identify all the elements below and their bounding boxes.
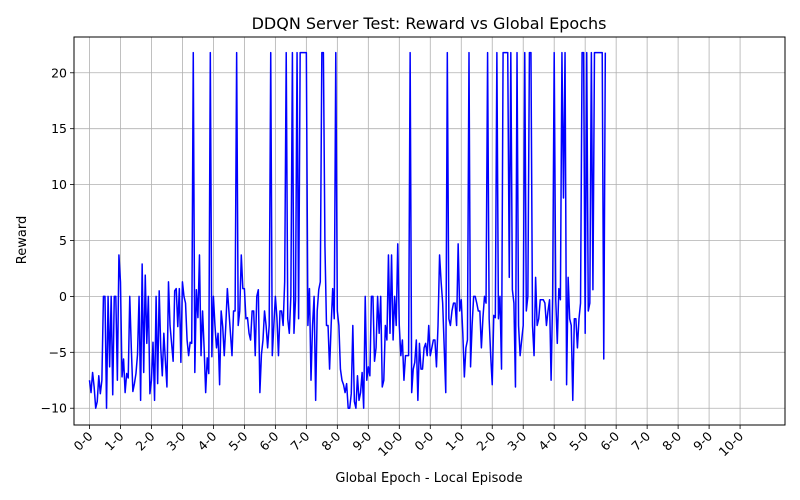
y-tick-label: 20 [51, 65, 67, 80]
y-axis-label: Reward [15, 216, 30, 264]
x-tick-label: 8-0 [659, 428, 684, 453]
x-tick-label: 8-0 [318, 428, 343, 453]
x-tick-label: 10-0 [716, 428, 747, 459]
x-tick-label: 0-0 [411, 428, 436, 453]
x-tick-label: 9-0 [690, 428, 715, 453]
x-tick-label: 4-0 [535, 428, 560, 453]
y-tick-label: 0 [59, 289, 67, 304]
grid-lines [74, 37, 785, 425]
x-tick-label: 5-0 [225, 428, 250, 453]
y-tick-label: −10 [41, 401, 67, 416]
x-tick-label: 9-0 [349, 428, 374, 453]
y-tick-label: 10 [51, 177, 67, 192]
chart-title: DDQN Server Test: Reward vs Global Epoch… [252, 14, 607, 33]
x-tick-label: 0-0 [71, 428, 96, 453]
x-tick-label: 2-0 [133, 428, 158, 453]
x-tick-label: 4-0 [194, 428, 219, 453]
x-tick-label: 1-0 [442, 428, 467, 453]
x-axis-label: Global Epoch - Local Episode [335, 471, 522, 486]
x-tick-label: 7-0 [287, 428, 312, 453]
y-tick-label: 15 [51, 121, 67, 136]
x-axis: 0-0 1-0 2-0 3-0 4-0 5-0 6-0 7-0 8-0 9-0 10-0 0-0 1-0… [71, 425, 747, 459]
reward-series-line [88, 51, 607, 409]
x-tick-label: 7-0 [628, 428, 653, 453]
y-axis: −10 −5 0 5 10 15 20 [41, 65, 74, 416]
x-tick-label: 10-0 [375, 428, 406, 459]
x-tick-label: 3-0 [504, 428, 529, 453]
y-tick-label: −5 [49, 345, 67, 360]
x-tick-label: 2-0 [473, 428, 498, 453]
series-layer [88, 51, 607, 409]
x-tick-label: 6-0 [597, 428, 622, 453]
x-tick-label: 1-0 [102, 428, 127, 453]
x-tick-label: 5-0 [566, 428, 591, 453]
x-tick-label: 6-0 [256, 428, 281, 453]
x-tick-label: 3-0 [164, 428, 189, 453]
plot-frame [73, 36, 786, 426]
y-tick-label: 5 [59, 233, 67, 248]
